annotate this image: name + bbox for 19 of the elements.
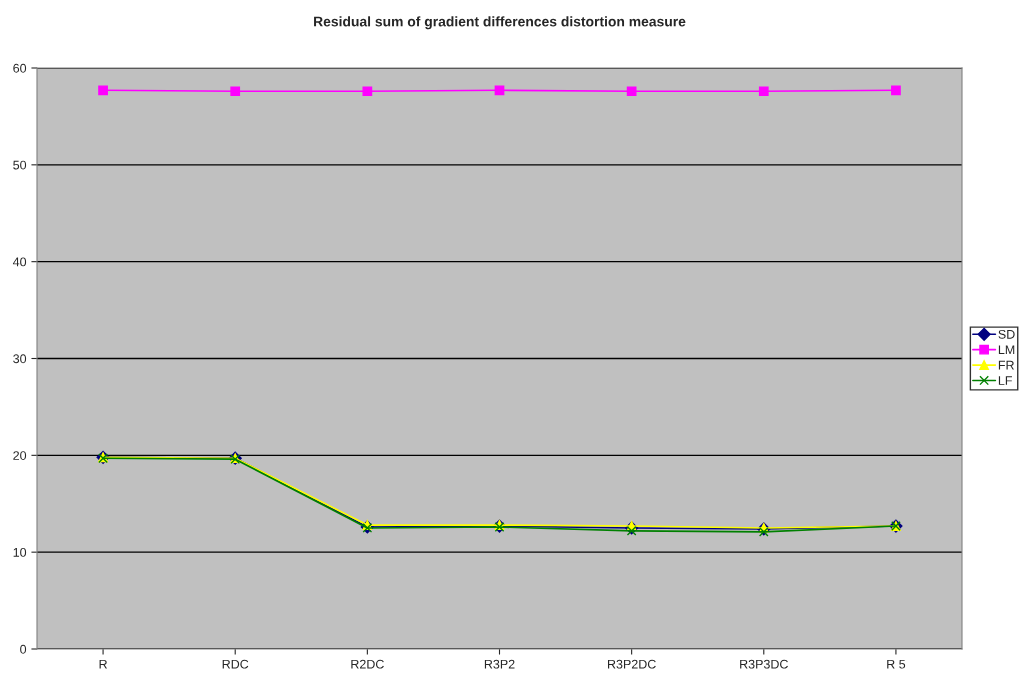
y-tick-label: 20: [13, 451, 27, 460]
x-tick-label: R3P3DC: [740, 659, 788, 669]
x-tick-label: R3P2: [484, 659, 515, 669]
x-tick-label: R3P2DC: [608, 659, 656, 669]
x-tick-label: R: [99, 659, 108, 669]
legend-label: FR: [998, 360, 1014, 370]
legend-label: LF: [998, 376, 1012, 385]
y-tick-label: 50: [13, 160, 27, 170]
y-tick-label: 30: [13, 354, 27, 364]
legend-label: SD: [998, 329, 1015, 339]
x-tick-label: RDC: [222, 659, 249, 669]
y-tick-label: 0: [20, 644, 27, 654]
y-tick-label: 40: [12, 257, 27, 267]
chart-title: Residual sum of gradient differences distortion measure: [314, 16, 686, 30]
x-tick-label: R2DC: [351, 659, 384, 669]
y-tick-label: 10: [13, 547, 27, 557]
x-tick-label: R 5: [887, 659, 906, 669]
y-tick-label: 60: [13, 63, 27, 73]
legend-label: LM: [998, 345, 1015, 355]
